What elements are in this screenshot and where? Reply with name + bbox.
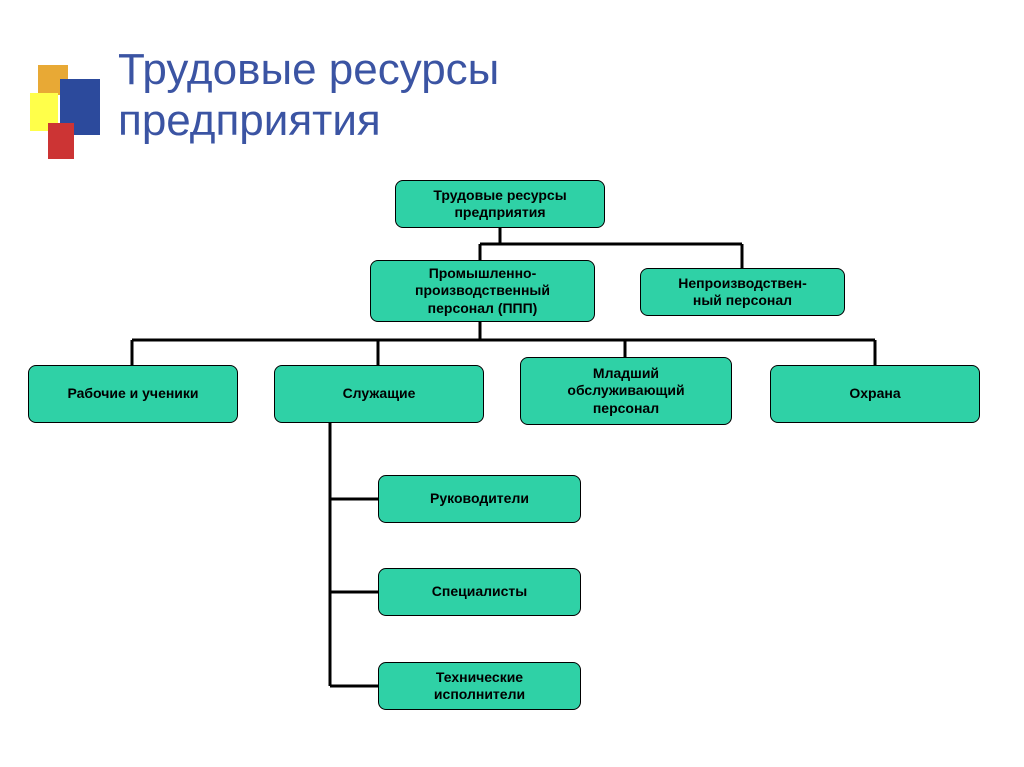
node-managers: Руководители — [378, 475, 581, 523]
deco-rect — [48, 123, 74, 159]
node-workers: Рабочие и ученики — [28, 365, 238, 423]
node-ppp: Промышленно-производственныйперсонал (ПП… — [370, 260, 595, 322]
node-junior: Младшийобслуживающийперсонал — [520, 357, 732, 425]
page-title: Трудовые ресурсы предприятия — [118, 45, 499, 146]
node-nonprod: Непроизводствен-ный персонал — [640, 268, 845, 316]
node-employees: Служащие — [274, 365, 484, 423]
org-chart: Трудовые ресурсыпредприятия Промышленно-п… — [0, 180, 1024, 740]
node-technical: Техническиеисполнители — [378, 662, 581, 710]
title-line-1: Трудовые ресурсы — [118, 45, 499, 94]
node-specialists: Специалисты — [378, 568, 581, 616]
node-root: Трудовые ресурсыпредприятия — [395, 180, 605, 228]
title-line-2: предприятия — [118, 96, 381, 145]
node-security: Охрана — [770, 365, 980, 423]
title-decoration — [30, 65, 100, 155]
